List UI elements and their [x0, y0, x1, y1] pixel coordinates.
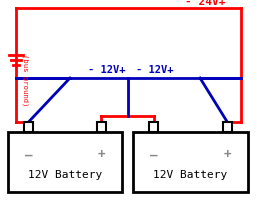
Bar: [8, 132, 122, 192]
Text: 12V Battery: 12V Battery: [28, 170, 102, 180]
Text: 12V Battery: 12V Battery: [153, 170, 228, 180]
Text: - 12V+: - 12V+: [136, 65, 173, 75]
Text: (bus ground): (bus ground): [22, 54, 29, 106]
Text: - 24V+: - 24V+: [185, 0, 225, 7]
Text: - 12V+: - 12V+: [88, 65, 125, 75]
Bar: [223, 122, 232, 132]
Text: +: +: [98, 148, 105, 161]
Text: –: –: [150, 148, 158, 161]
Bar: [133, 132, 248, 192]
Text: –: –: [25, 148, 32, 161]
Bar: [149, 122, 158, 132]
Bar: [24, 122, 33, 132]
Bar: [97, 122, 106, 132]
Text: +: +: [224, 148, 231, 161]
